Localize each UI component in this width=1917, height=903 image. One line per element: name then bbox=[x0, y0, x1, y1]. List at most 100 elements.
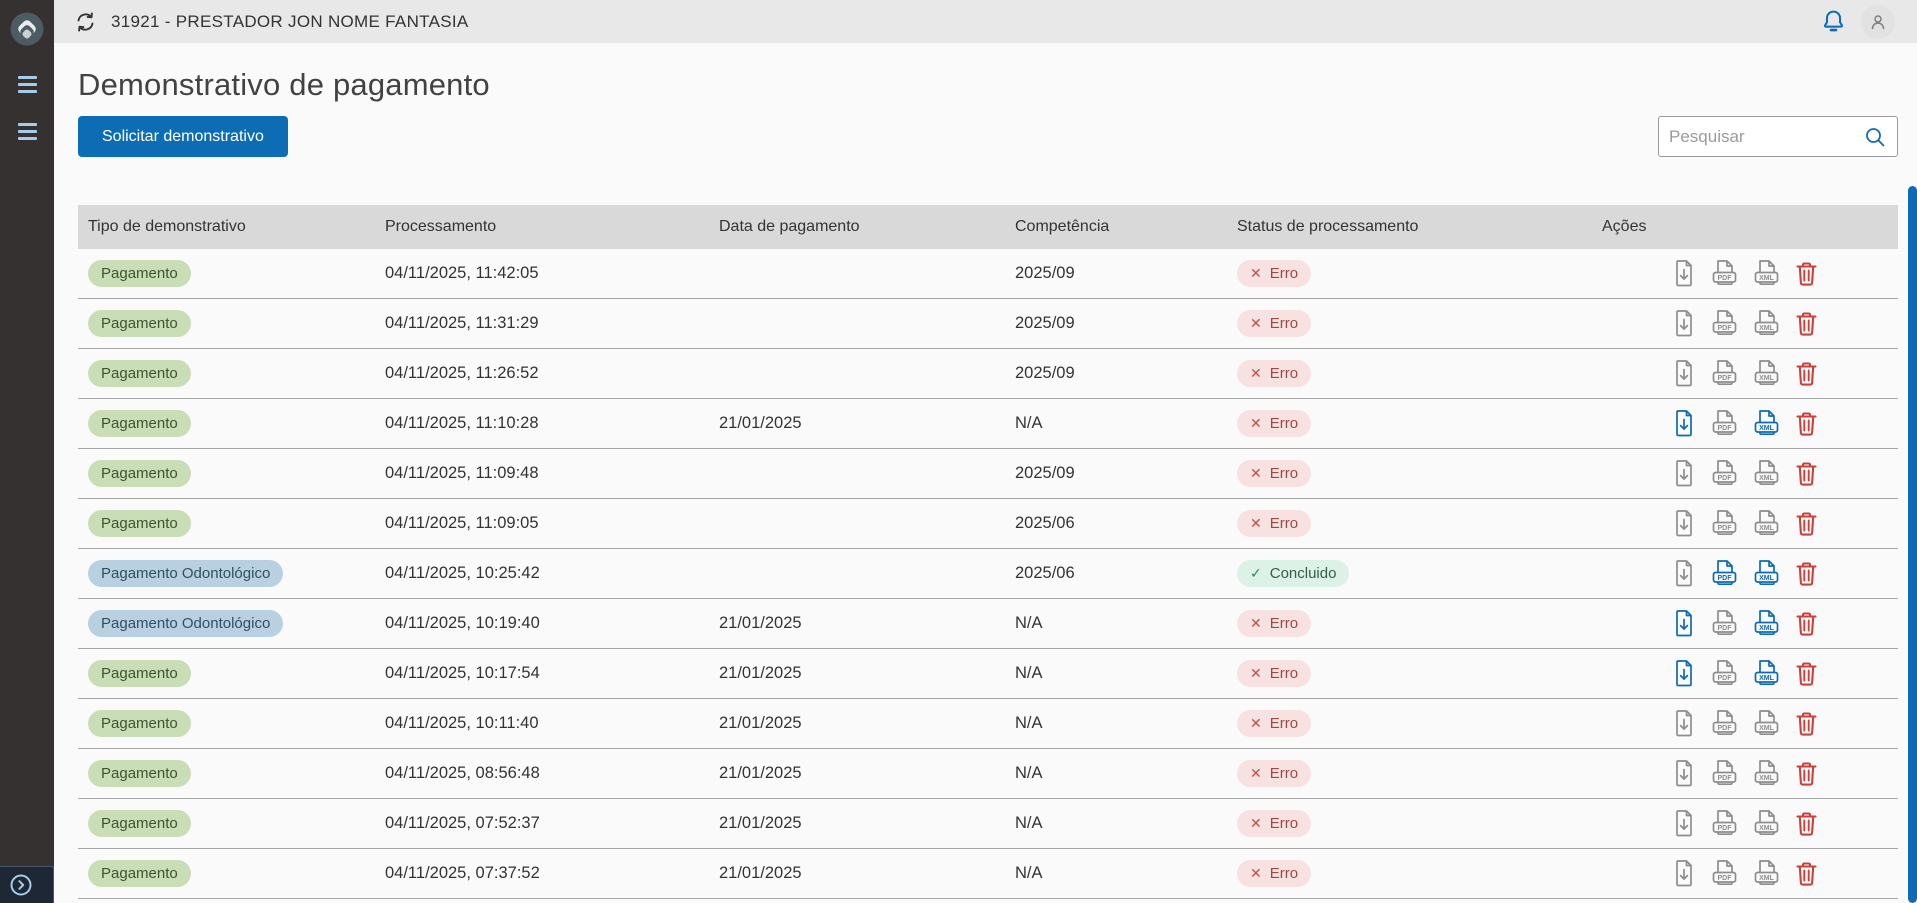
sidebar-expand-button[interactable] bbox=[0, 866, 54, 903]
competencia-cell: N/A bbox=[1015, 814, 1043, 832]
status-label: Erro bbox=[1269, 365, 1299, 382]
notifications-button[interactable] bbox=[1820, 8, 1847, 35]
data-pagamento-cell: 21/01/2025 bbox=[719, 714, 802, 732]
delete-button[interactable] bbox=[1795, 461, 1818, 487]
download-button[interactable] bbox=[1672, 709, 1696, 738]
status-icon: ✕ bbox=[1250, 665, 1262, 681]
xml-button[interactable]: XML bbox=[1753, 509, 1780, 538]
download-button[interactable] bbox=[1672, 659, 1696, 688]
trash-icon bbox=[1796, 561, 1817, 586]
download-button[interactable] bbox=[1672, 859, 1696, 888]
download-button[interactable] bbox=[1672, 259, 1696, 288]
status-badge: ✕ Erro bbox=[1237, 760, 1312, 787]
status-label: Erro bbox=[1269, 615, 1299, 632]
xml-button[interactable]: XML bbox=[1753, 859, 1780, 888]
delete-button[interactable] bbox=[1795, 861, 1818, 887]
download-button[interactable] bbox=[1672, 409, 1696, 438]
delete-button[interactable] bbox=[1795, 411, 1818, 437]
xml-button[interactable]: XML bbox=[1753, 709, 1780, 738]
pdf-button[interactable]: PDF bbox=[1711, 859, 1738, 888]
pdf-button[interactable]: PDF bbox=[1711, 659, 1738, 688]
download-button[interactable] bbox=[1672, 459, 1696, 488]
download-button[interactable] bbox=[1672, 559, 1696, 588]
xml-button[interactable]: XML bbox=[1753, 409, 1780, 438]
delete-button[interactable] bbox=[1795, 811, 1818, 837]
delete-button[interactable] bbox=[1795, 611, 1818, 637]
trash-icon bbox=[1796, 261, 1817, 286]
download-button[interactable] bbox=[1672, 359, 1696, 388]
delete-button[interactable] bbox=[1795, 311, 1818, 337]
refresh-icon[interactable] bbox=[74, 11, 97, 33]
solicitar-demonstrativo-button[interactable]: Solicitar demonstrativo bbox=[78, 116, 288, 157]
pdf-button[interactable]: PDF bbox=[1711, 309, 1738, 338]
user-avatar-icon bbox=[1871, 14, 1885, 29]
svg-text:PDF: PDF bbox=[1718, 275, 1733, 282]
competencia-cell: 2025/09 bbox=[1015, 464, 1075, 482]
trash-icon bbox=[1796, 661, 1817, 686]
menu-icon[interactable] bbox=[14, 72, 41, 97]
delete-button[interactable] bbox=[1795, 261, 1818, 287]
pdf-button[interactable]: PDF bbox=[1711, 359, 1738, 388]
xml-button[interactable]: XML bbox=[1753, 559, 1780, 588]
pdf-button[interactable]: PDF bbox=[1711, 609, 1738, 638]
download-file-icon bbox=[1676, 560, 1692, 587]
pdf-button[interactable]: PDF bbox=[1711, 559, 1738, 588]
svg-text:PDF: PDF bbox=[1718, 425, 1733, 432]
status-icon: ✕ bbox=[1250, 315, 1262, 331]
xml-button[interactable]: XML bbox=[1753, 459, 1780, 488]
download-file-icon bbox=[1676, 860, 1692, 887]
delete-button[interactable] bbox=[1795, 711, 1818, 737]
search-input[interactable] bbox=[1669, 126, 1863, 147]
xml-file-icon: XML bbox=[1754, 860, 1779, 886]
xml-button[interactable]: XML bbox=[1753, 809, 1780, 838]
download-button[interactable] bbox=[1672, 609, 1696, 638]
processamento-cell: 04/11/2025, 10:17:54 bbox=[385, 664, 540, 682]
download-file-icon bbox=[1676, 760, 1692, 787]
download-button[interactable] bbox=[1672, 759, 1696, 788]
pdf-button[interactable]: PDF bbox=[1711, 259, 1738, 288]
xml-button[interactable]: XML bbox=[1753, 759, 1780, 788]
tipo-badge: Pagamento bbox=[88, 310, 191, 337]
pdf-button[interactable]: PDF bbox=[1711, 409, 1738, 438]
status-badge: ✕ Erro bbox=[1237, 610, 1312, 637]
xml-button[interactable]: XML bbox=[1753, 659, 1780, 688]
download-button[interactable] bbox=[1672, 309, 1696, 338]
xml-button[interactable]: XML bbox=[1753, 259, 1780, 288]
delete-button[interactable] bbox=[1795, 661, 1818, 687]
pdf-button[interactable]: PDF bbox=[1711, 759, 1738, 788]
search-icon[interactable] bbox=[1863, 125, 1887, 149]
delete-button[interactable] bbox=[1795, 361, 1818, 387]
menu-icon-secondary[interactable] bbox=[14, 119, 41, 144]
download-button[interactable] bbox=[1672, 509, 1696, 538]
xml-button[interactable]: XML bbox=[1753, 609, 1780, 638]
pdf-button[interactable]: PDF bbox=[1711, 459, 1738, 488]
svg-text:XML: XML bbox=[1759, 425, 1775, 432]
status-icon: ✕ bbox=[1250, 465, 1262, 481]
pdf-button[interactable]: PDF bbox=[1711, 509, 1738, 538]
download-file-icon bbox=[1676, 810, 1692, 837]
trash-icon bbox=[1796, 711, 1817, 736]
topbar: 31921 - PRESTADOR JON NOME FANTASIA bbox=[54, 0, 1917, 43]
col-header-data-pagamento: Data de pagamento bbox=[719, 218, 860, 235]
delete-button[interactable] bbox=[1795, 511, 1818, 537]
user-avatar-button[interactable] bbox=[1861, 4, 1895, 39]
pdf-button[interactable]: PDF bbox=[1711, 809, 1738, 838]
scrollbar-thumb[interactable] bbox=[1908, 186, 1917, 903]
svg-text:XML: XML bbox=[1759, 375, 1775, 382]
pdf-button[interactable]: PDF bbox=[1711, 709, 1738, 738]
xml-button[interactable]: XML bbox=[1753, 359, 1780, 388]
table-row: Pagamento Odontológico 04/11/2025, 10:19… bbox=[78, 599, 1898, 649]
svg-text:XML: XML bbox=[1759, 875, 1775, 882]
processamento-cell: 04/11/2025, 11:26:52 bbox=[385, 364, 539, 382]
download-button[interactable] bbox=[1672, 809, 1696, 838]
tipo-badge: Pagamento bbox=[88, 410, 191, 437]
xml-button[interactable]: XML bbox=[1753, 309, 1780, 338]
xml-file-icon: XML bbox=[1754, 460, 1779, 486]
svg-text:XML: XML bbox=[1759, 575, 1775, 582]
pdf-file-icon: PDF bbox=[1712, 260, 1737, 286]
delete-button[interactable] bbox=[1795, 761, 1818, 787]
status-badge: ✕ Erro bbox=[1237, 510, 1312, 537]
delete-button[interactable] bbox=[1795, 561, 1818, 587]
tipo-badge: Pagamento bbox=[88, 260, 191, 287]
sidebar bbox=[0, 0, 54, 903]
